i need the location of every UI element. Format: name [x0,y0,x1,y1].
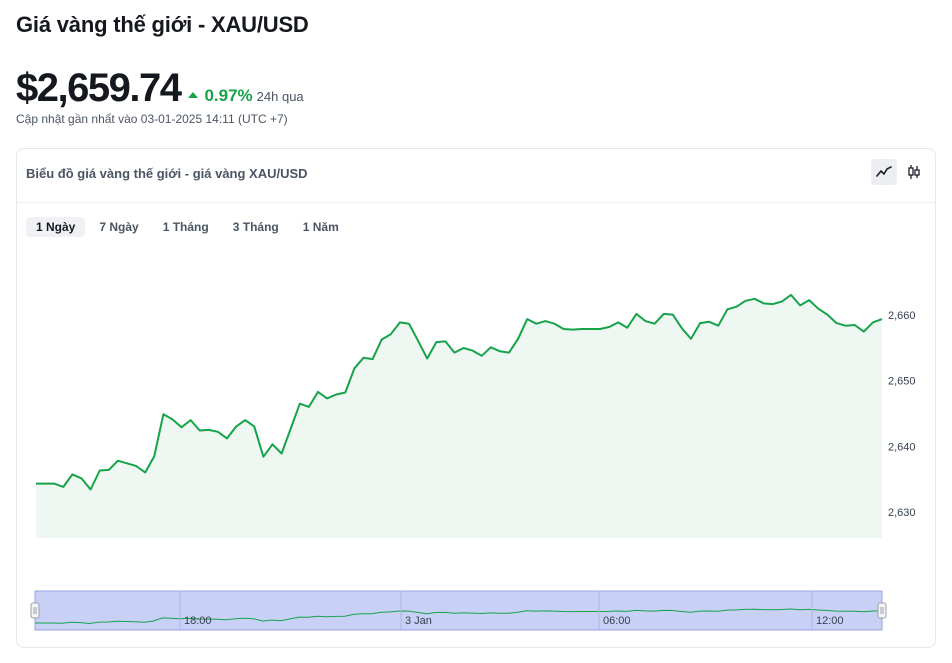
navigator-x-label: 06:00 [603,615,631,627]
current-price: $2,659.74 [16,66,182,110]
tab-1-month[interactable]: 1 Tháng [162,220,209,234]
navigator-handle-right[interactable] [877,602,887,619]
change-period: 24h qua [256,89,304,104]
candlestick-button[interactable] [901,159,927,185]
navigator-handle-left[interactable] [30,602,40,619]
tab-1-year[interactable]: 1 Năm [302,220,339,234]
y-tick-label: 2,640 [888,441,916,453]
line-chart-icon [876,166,892,177]
tab-3-months[interactable]: 3 Tháng [232,220,279,234]
price-area [36,294,882,538]
arrow-up-icon [188,92,199,98]
price-summary: $2,659.74 0.97% 24h qua [16,64,304,112]
last-updated: Cập nhật gần nhất vào 03-01-2025 14:11 (… [16,112,288,126]
y-tick-label: 2,630 [888,507,916,519]
chart-card-header: Biểu đồ giá vàng thế giới - giá vàng XAU… [17,149,935,203]
price-line [36,293,883,491]
navigator-line [35,608,883,625]
line-chart-button[interactable] [871,159,897,185]
tab-7-days[interactable]: 7 Ngày [99,220,139,234]
y-tick-label: 2,650 [888,376,916,388]
change-percent: 0.97% [204,86,253,105]
navigator-range[interactable] [34,590,883,631]
chart-view-toggle [871,159,927,185]
chart-card: Biểu đồ giá vàng thế giới - giá vàng XAU… [16,148,936,648]
navigator-x-label: 18:00 [184,615,212,627]
candlestick-icon [908,165,920,179]
navigator-x-label: 3 Jan [405,615,432,627]
price-change: 0.97% 24h qua [188,86,304,106]
time-range-tabs: 1 Ngày 7 Ngày 1 Tháng 3 Tháng 1 Năm [26,217,349,237]
y-tick-label: 2,660 [888,310,916,322]
price-chart[interactable]: 2,630 2,640 2,650 2,660 18:00 3 Jan 06:00 12:00 [17,149,935,647]
page-title: Giá vàng thế giới - XAU/USD [16,12,309,37]
chart-title: Biểu đồ giá vàng thế giới - giá vàng XAU… [26,166,308,181]
navigator-x-label: 12:00 [816,615,844,627]
tab-1-day[interactable]: 1 Ngày [26,217,86,237]
